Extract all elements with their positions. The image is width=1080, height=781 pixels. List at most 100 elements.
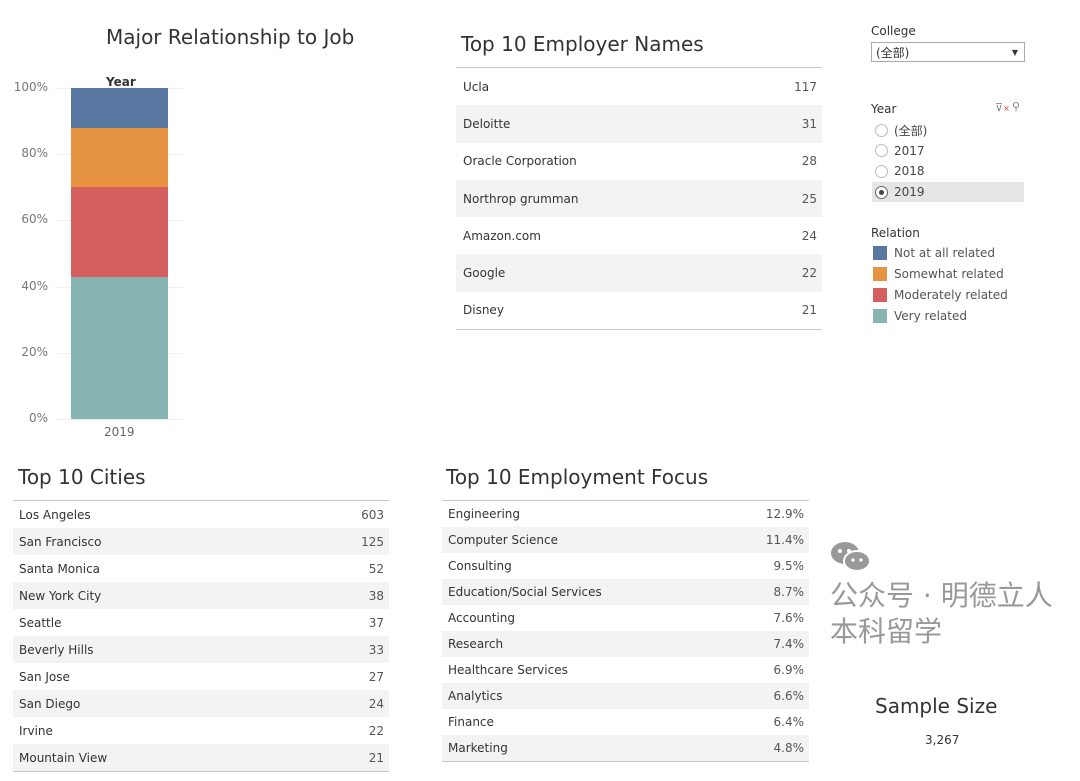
table-row[interactable]: Healthcare Services 6.9%: [442, 657, 809, 683]
row-name: Santa Monica: [19, 561, 101, 576]
row-value: 22: [801, 266, 817, 281]
row-name: Research: [448, 637, 504, 651]
bar-segment-somewhat-related[interactable]: [71, 128, 168, 187]
table-row[interactable]: Disney 21: [456, 292, 822, 329]
row-name: Amazon.com: [463, 228, 541, 243]
legend-label: Very related: [894, 309, 967, 323]
x-tick-label: 2019: [104, 425, 135, 439]
row-name: Northrop grumman: [463, 191, 579, 206]
table-row[interactable]: Santa Monica 52: [13, 555, 389, 582]
year-option-2018[interactable]: 2018: [872, 161, 1024, 181]
row-value: 125: [361, 534, 384, 549]
row-value: 37: [368, 615, 384, 630]
legend-item[interactable]: Not at all related: [873, 246, 995, 260]
table-row[interactable]: San Diego 24: [13, 690, 389, 717]
table-row[interactable]: Deloitte 31: [456, 105, 822, 143]
row-name: Consulting: [448, 559, 512, 573]
row-value: 38: [368, 588, 384, 603]
table-row[interactable]: Accounting 7.6%: [442, 605, 809, 631]
table-row[interactable]: Education/Social Services 8.7%: [442, 579, 809, 605]
legend-label: Somewhat related: [894, 267, 1004, 281]
row-value: 28: [801, 154, 817, 169]
table-row[interactable]: Mountain View 21: [13, 744, 389, 771]
year-option-(全部)[interactable]: (全部): [872, 120, 1024, 140]
row-value: 7.6%: [773, 611, 805, 625]
radio-button[interactable]: [875, 185, 888, 199]
table-row[interactable]: New York City 38: [13, 582, 389, 609]
row-name: Oracle Corporation: [463, 154, 577, 169]
bar-segment-very-related[interactable]: [71, 276, 168, 419]
table-row[interactable]: Engineering 12.9%: [442, 501, 809, 527]
table-row[interactable]: Analytics 6.6%: [442, 683, 809, 709]
table-row[interactable]: Beverly Hills 33: [13, 636, 389, 663]
search-icon[interactable]: ⚲: [1012, 100, 1021, 113]
year-option-2017[interactable]: 2017: [872, 141, 1024, 161]
row-name: Seattle: [19, 615, 62, 630]
row-name: Beverly Hills: [19, 642, 94, 657]
row-value: 117: [794, 79, 817, 94]
year-option-label: 2018: [894, 164, 925, 179]
watermark-text: 公众号 · 明德立人本科留学: [830, 579, 1053, 648]
row-value: 6.9%: [773, 663, 805, 677]
table-row[interactable]: Seattle 37: [13, 609, 389, 636]
table-row[interactable]: Google 22: [456, 254, 822, 292]
table-row[interactable]: Finance 6.4%: [442, 709, 809, 735]
legend-label: Moderately related: [894, 288, 1008, 302]
row-name: Deloitte: [463, 116, 511, 131]
x-axis-line: [55, 419, 183, 420]
radio-button[interactable]: [875, 164, 888, 178]
table-row[interactable]: San Francisco 125: [13, 528, 389, 555]
table-row[interactable]: Ucla 117: [456, 68, 822, 105]
y-tick-label: 40%: [21, 278, 48, 293]
radio-button[interactable]: [875, 144, 888, 158]
row-name: Education/Social Services: [448, 585, 602, 599]
cities-title: Top 10 Cities: [18, 465, 146, 489]
watermark: 公众号 · 明德立人本科留学: [830, 540, 1075, 650]
table-row[interactable]: Los Angeles 603: [13, 501, 389, 528]
row-value: 6.6%: [773, 689, 805, 703]
table-row[interactable]: Amazon.com 24: [456, 217, 822, 254]
table-row[interactable]: Marketing 4.8%: [442, 735, 809, 761]
bar-segment-moderately-related[interactable]: [71, 186, 168, 277]
row-name: Computer Science: [448, 533, 558, 547]
chart-title: Major Relationship to Job: [106, 25, 355, 49]
year-option-2019[interactable]: 2019: [872, 182, 1024, 203]
row-value: 25: [801, 191, 817, 206]
focus-table: Engineering 12.9% Computer Science 11.4% Con…: [442, 500, 809, 762]
legend-item[interactable]: Somewhat related: [873, 267, 1004, 281]
row-value: 4.8%: [773, 741, 805, 755]
legend-swatch: [873, 288, 887, 302]
year-option-label: 2017: [894, 143, 925, 158]
relation-legend-label: Relation: [871, 226, 920, 240]
legend-swatch: [873, 309, 887, 323]
bar-segment-not-at-all-related[interactable]: [71, 88, 168, 129]
college-filter-label: College: [871, 24, 916, 38]
table-row[interactable]: Irvine 22: [13, 717, 389, 744]
y-tick-label: 20%: [21, 344, 48, 359]
y-tick-label: 60%: [21, 212, 48, 227]
legend-item[interactable]: Moderately related: [873, 288, 1008, 302]
row-name: Accounting: [448, 611, 516, 625]
clear-filter-icon[interactable]: ⊽×: [995, 101, 1010, 114]
row-name: Healthcare Services: [448, 663, 568, 677]
college-dropdown-value: (全部): [876, 45, 910, 60]
table-row[interactable]: Northrop grumman 25: [456, 179, 822, 218]
employers-table: Ucla 117 Deloitte 31 Oracle Corporation 28 Nor…: [456, 67, 822, 331]
table-row[interactable]: Consulting 9.5%: [442, 553, 809, 579]
table-row[interactable]: San Jose 27: [13, 663, 389, 690]
row-name: New York City: [19, 588, 102, 603]
college-dropdown[interactable]: (全部) ▼: [871, 42, 1025, 62]
row-value: 9.5%: [773, 559, 805, 573]
row-value: 8.7%: [773, 585, 805, 599]
column-header-year: Year: [106, 75, 136, 89]
table-row[interactable]: Computer Science 11.4%: [442, 527, 809, 553]
row-name: Analytics: [448, 689, 503, 703]
row-value: 22: [368, 723, 384, 738]
row-value: 7.4%: [773, 637, 805, 651]
table-row[interactable]: Oracle Corporation 28: [456, 143, 822, 180]
row-value: 21: [801, 303, 817, 318]
legend-item[interactable]: Very related: [873, 309, 967, 323]
table-row[interactable]: Research 7.4%: [442, 631, 809, 657]
row-name: Finance: [448, 715, 494, 729]
radio-button[interactable]: [875, 123, 888, 137]
